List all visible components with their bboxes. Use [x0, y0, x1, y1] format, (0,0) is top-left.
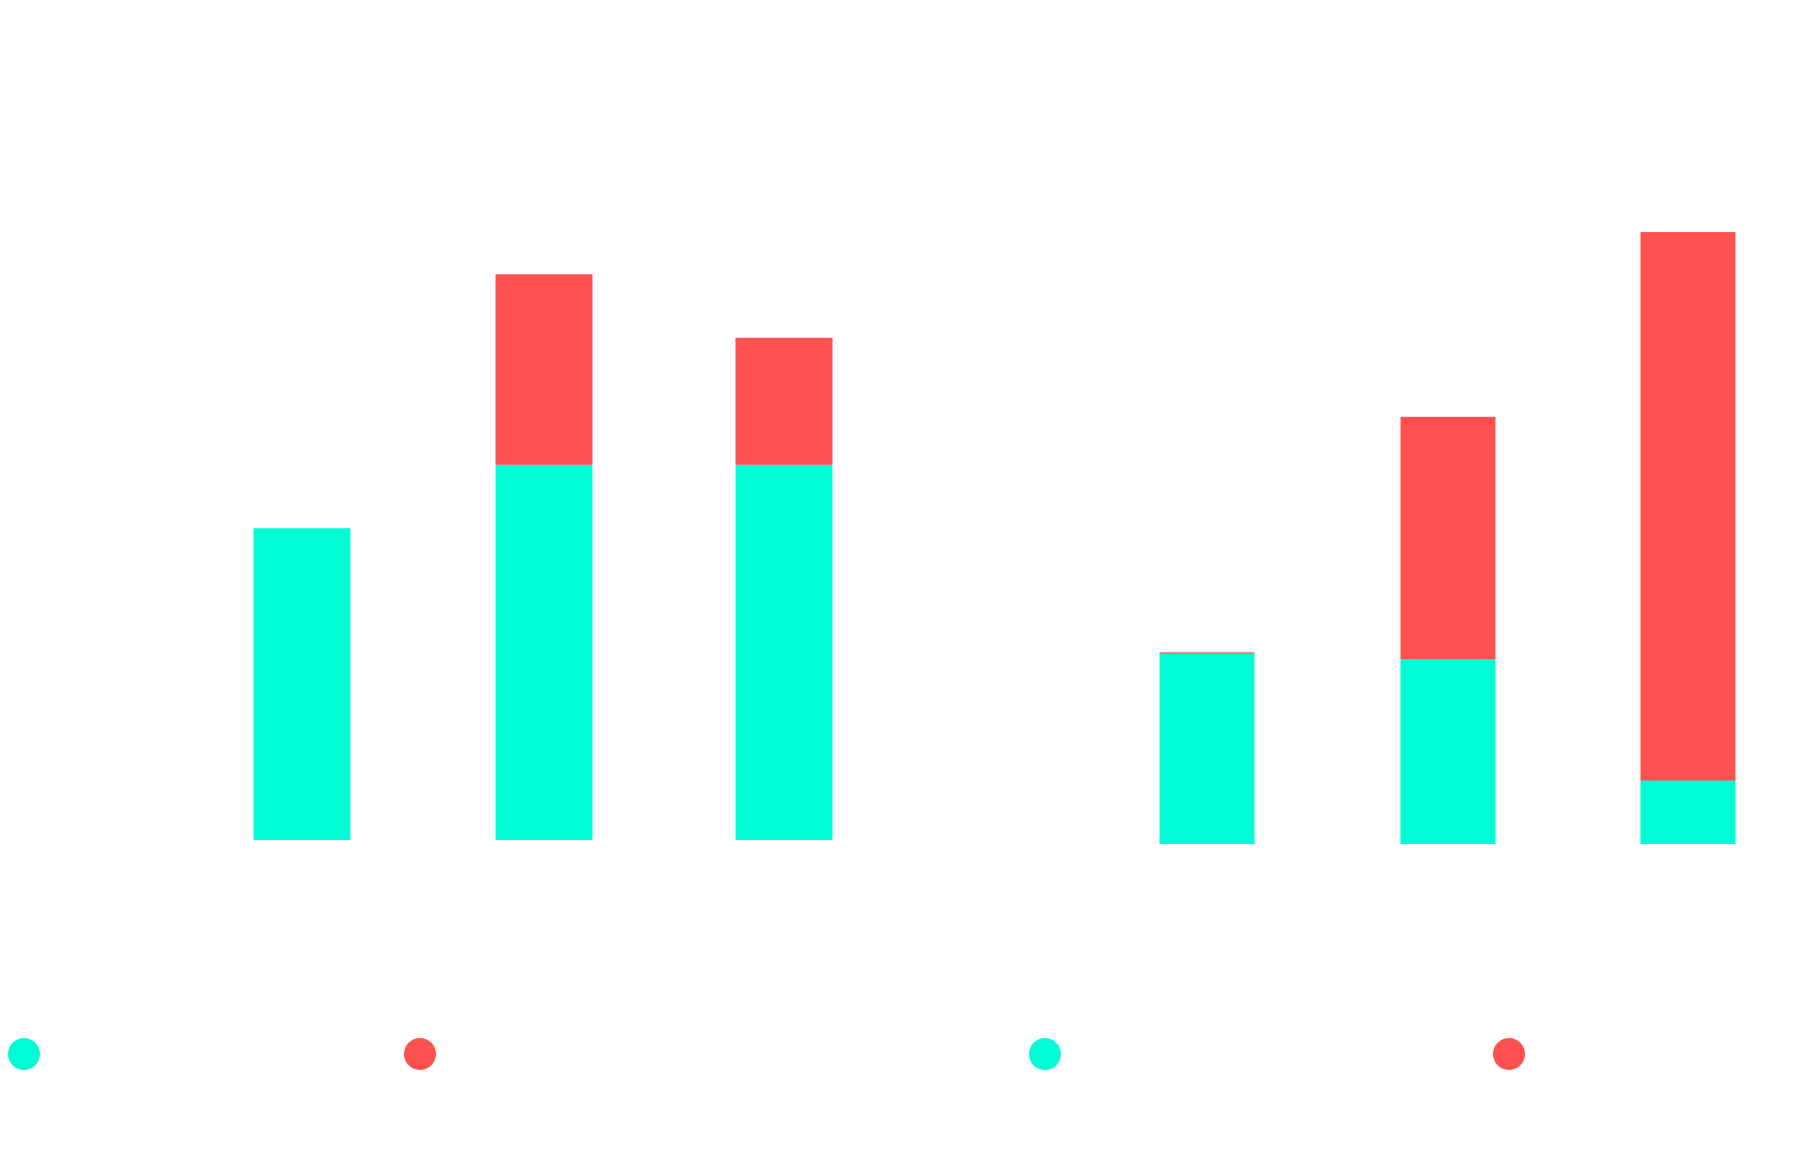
- bar-segment: [1640, 780, 1736, 844]
- bar-segment: [735, 337, 833, 465]
- bar-segment: [1400, 416, 1496, 660]
- legend-marker: [8, 1038, 40, 1070]
- bar-segment: [1400, 659, 1496, 844]
- bar-segment: [1159, 652, 1255, 654]
- legend-marker: [1493, 1038, 1525, 1070]
- bar-segment: [495, 274, 593, 465]
- bar-segment: [1640, 232, 1736, 781]
- bar-segment: [495, 464, 593, 840]
- bar-segment: [1159, 653, 1255, 844]
- legend-marker: [404, 1038, 436, 1070]
- legend-marker: [1029, 1038, 1061, 1070]
- bar-segment: [253, 528, 351, 840]
- bar-segment: [735, 464, 833, 840]
